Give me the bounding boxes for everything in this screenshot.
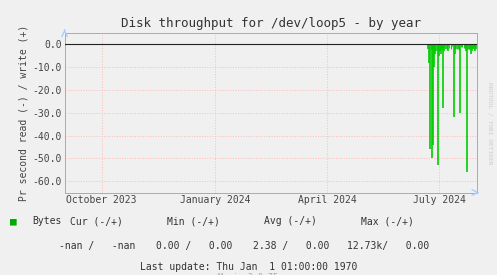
Text: 12.73k/   0.00: 12.73k/ 0.00 bbox=[346, 241, 429, 251]
Text: Avg (-/+): Avg (-/+) bbox=[264, 216, 317, 226]
Text: Munin 2.0.75: Munin 2.0.75 bbox=[219, 273, 278, 275]
Text: Bytes: Bytes bbox=[32, 216, 62, 226]
Text: ■: ■ bbox=[10, 216, 17, 226]
Text: Max (-/+): Max (-/+) bbox=[361, 216, 414, 226]
Text: Last update: Thu Jan  1 01:00:00 1970: Last update: Thu Jan 1 01:00:00 1970 bbox=[140, 262, 357, 272]
Text: -nan /   -nan: -nan / -nan bbox=[59, 241, 135, 251]
Text: Min (-/+): Min (-/+) bbox=[167, 216, 220, 226]
Y-axis label: Pr second read (-) / write (+): Pr second read (-) / write (+) bbox=[18, 25, 28, 201]
Title: Disk throughput for /dev/loop5 - by year: Disk throughput for /dev/loop5 - by year bbox=[121, 17, 421, 31]
Text: Cur (-/+): Cur (-/+) bbox=[71, 216, 123, 226]
Text: RRDTOOL / TOBI OETIKER: RRDTOOL / TOBI OETIKER bbox=[487, 82, 492, 165]
Text: 0.00 /   0.00: 0.00 / 0.00 bbox=[156, 241, 232, 251]
Text: 2.38 /   0.00: 2.38 / 0.00 bbox=[252, 241, 329, 251]
